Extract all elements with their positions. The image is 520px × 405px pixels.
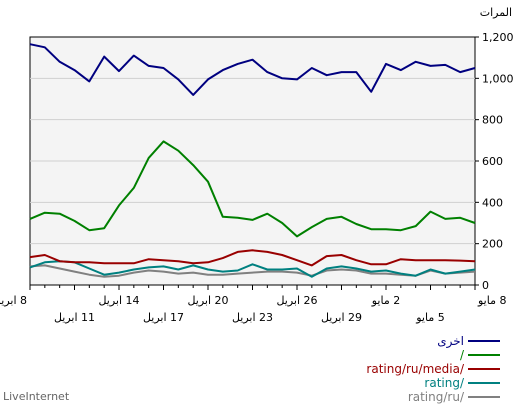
- legend-label: /: [460, 348, 465, 362]
- y-tick-label: 400: [482, 196, 503, 209]
- x-tick-label: 23 ابريل: [232, 311, 273, 324]
- y-tick-label: 200: [482, 238, 503, 251]
- footer-brand: LiveInternet: [3, 390, 70, 403]
- y-tick-label: 800: [482, 114, 503, 127]
- legend: اخرى/rating/ru/media/rating/rating/ru/: [366, 334, 500, 404]
- x-tick-label: 11 ابريل: [54, 311, 95, 324]
- legend-label: اخرى: [437, 334, 464, 349]
- series-line: [29, 140, 476, 238]
- x-tick-label: 8 ابريل: [0, 294, 27, 307]
- y-axis-ticks: 0 200 400 600 800 1,000 1,200: [475, 31, 514, 292]
- y-tick-label: 1,200: [482, 31, 514, 44]
- legend-label: rating/ru/media/: [366, 362, 465, 376]
- series-line: [29, 249, 476, 267]
- x-tick-label: 29 ابريل: [321, 311, 362, 324]
- legend-label: rating/: [424, 376, 465, 390]
- series-line: [29, 264, 476, 278]
- series-line: [29, 43, 476, 96]
- y-axis-label: المرات: [480, 6, 512, 19]
- x-tick-label: 14 ابريل: [98, 294, 139, 307]
- series-lines: [29, 43, 476, 278]
- x-tick-label: 26 ابريل: [276, 294, 317, 307]
- x-tick-label: 20 ابريل: [187, 294, 228, 307]
- series-line: [29, 260, 476, 278]
- x-tick-label: 8 مايو: [477, 294, 506, 307]
- y-tick-label: 600: [482, 155, 503, 168]
- grid-lines: [30, 77, 475, 245]
- x-tick-label: 2 مايو: [371, 294, 400, 307]
- y-tick-label: 1,000: [482, 72, 514, 85]
- x-tick-label: 5 مايو: [415, 311, 444, 324]
- x-tick-label: 17 ابريل: [143, 311, 184, 324]
- legend-label: rating/ru/: [408, 390, 465, 404]
- y-tick-label: 0: [482, 279, 489, 292]
